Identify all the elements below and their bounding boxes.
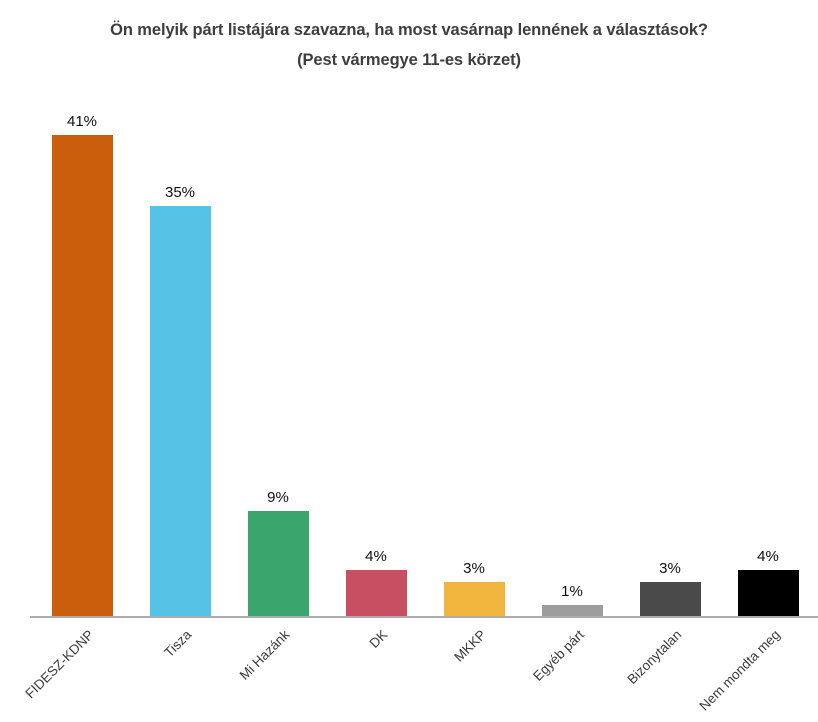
bar-value-label: 41%: [66, 113, 98, 130]
bar-value-label: 3%: [659, 559, 681, 577]
x-tick-label: Mi Hazánk: [236, 627, 293, 683]
bar: [247, 511, 309, 617]
bar: [541, 605, 603, 617]
x-tick-label: Nem mondta meg: [696, 627, 783, 714]
bar: [345, 569, 407, 617]
bar: [737, 569, 799, 617]
x-axis-line: [30, 616, 818, 618]
x-tick-label: Tisza: [161, 627, 195, 661]
bar-value-label: 1%: [561, 583, 583, 601]
x-tick-label: MKKP: [450, 627, 489, 665]
x-tick-label: DK: [366, 627, 391, 651]
bar-value-label: 4%: [365, 547, 387, 565]
x-tick-label: Bizonytalan: [624, 627, 685, 687]
bar: [149, 205, 211, 617]
chart-title-line1: Ön melyik párt listájára szavazna, ha mo…: [110, 21, 708, 39]
bar: [51, 135, 113, 617]
bar: [639, 581, 701, 617]
x-tick-label: Egyéb párt: [529, 627, 587, 684]
bar-value-label: 3%: [463, 559, 485, 577]
x-tick-label: FIDESZ-KDNP: [22, 627, 97, 702]
chart-title-line2: (Pest vármegye 11-es körzet): [297, 51, 521, 69]
bar-value-label: 9%: [267, 489, 289, 507]
bar: [443, 581, 505, 617]
bar-value-label: 4%: [757, 547, 779, 565]
chart-title: Ön melyik párt listájára szavazna, ha mo…: [0, 15, 818, 75]
bar-value-label: 35%: [164, 183, 196, 201]
